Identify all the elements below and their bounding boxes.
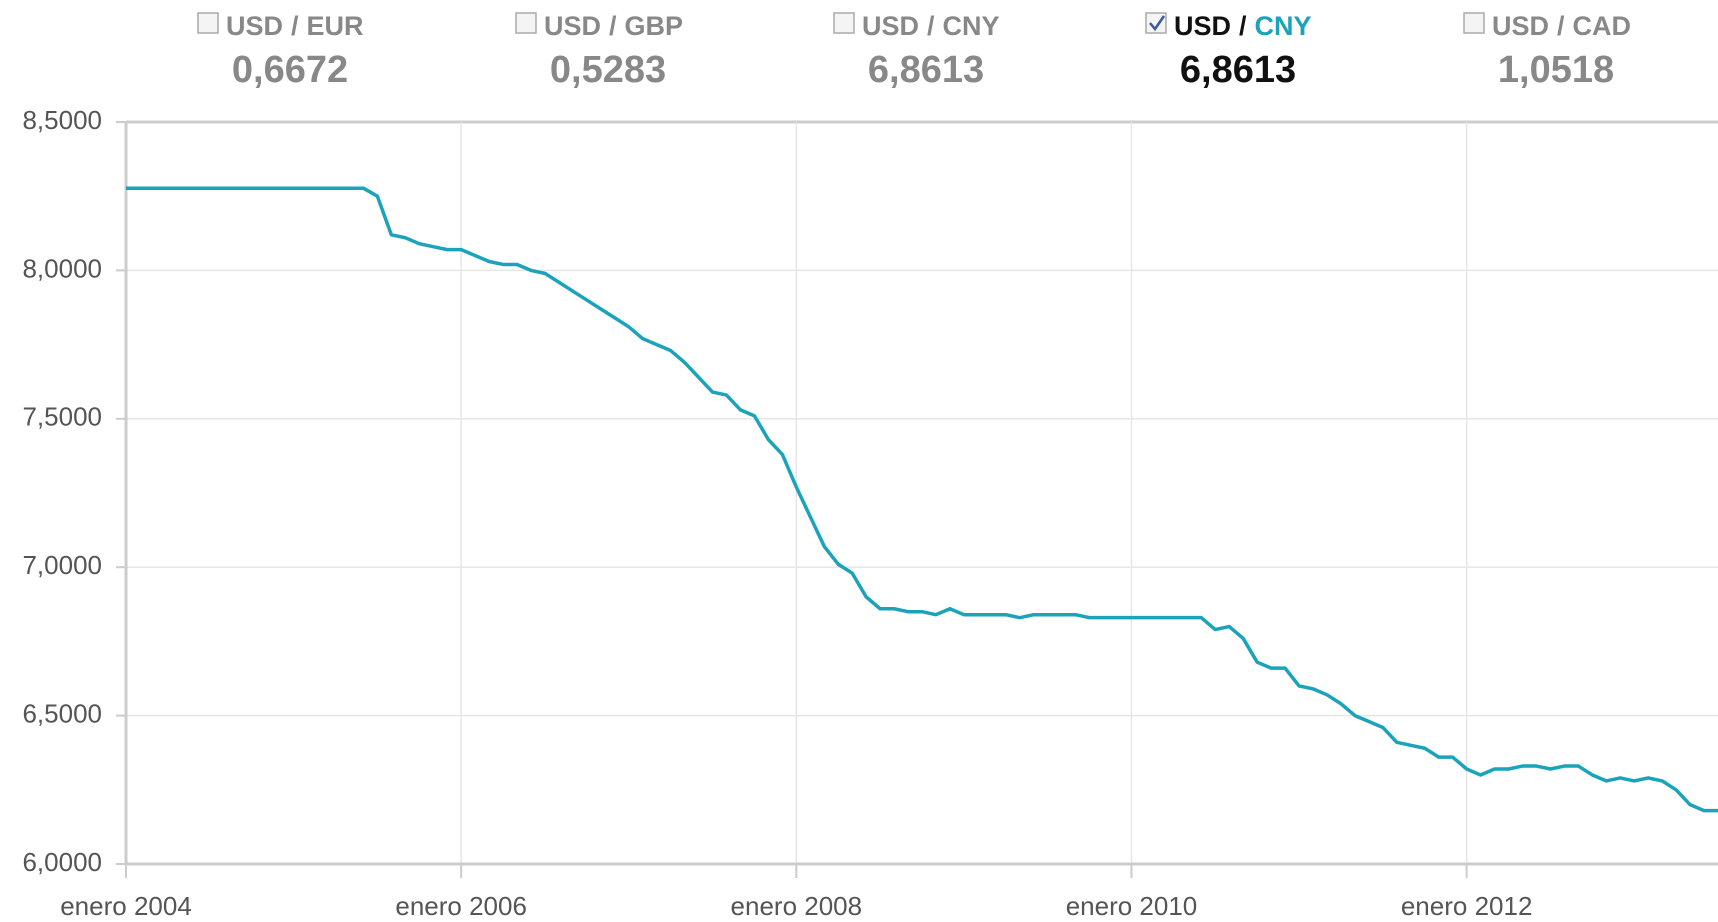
y-tick-label: 6,5000	[22, 698, 102, 728]
pair-quote: CAD	[1573, 11, 1632, 41]
pair-base: USD	[544, 11, 601, 41]
pair-sep: /	[291, 11, 299, 41]
x-tick-label: enero 2010	[1066, 891, 1198, 921]
x-tick-label: enero 2006	[395, 891, 527, 921]
pair-quote: GBP	[625, 11, 684, 41]
pair-quote: CNY	[1255, 11, 1312, 41]
y-tick-label: 8,5000	[22, 105, 102, 135]
x-tick-label: enero 2012	[1401, 891, 1533, 921]
series-line	[126, 186, 1718, 813]
y-tick-label: 7,5000	[22, 402, 102, 432]
y-tick-label: 6,0000	[22, 847, 102, 877]
y-tick-label: 8,0000	[22, 253, 102, 283]
checkbox[interactable]	[197, 12, 219, 34]
pair-label[interactable]: USD / EUR	[226, 11, 364, 41]
pair-base: USD	[226, 11, 283, 41]
pair-value: 6,8613	[1180, 49, 1296, 91]
pair-label[interactable]: USD / CAD	[1492, 11, 1631, 41]
x-tick-label: enero 2004	[60, 891, 192, 921]
pair-value: 6,8613	[868, 49, 984, 91]
pair-value: 1,0518	[1498, 49, 1614, 91]
pair-base: USD	[1492, 11, 1549, 41]
x-tick-label: enero 2008	[731, 891, 863, 921]
checkbox[interactable]	[833, 12, 855, 34]
pair-quote: EUR	[307, 11, 364, 41]
pair-sep: /	[927, 11, 935, 41]
pair-value: 0,5283	[550, 49, 666, 91]
pair-sep: /	[1557, 11, 1565, 41]
pair-base: USD	[1174, 11, 1231, 41]
pair-label[interactable]: USD / CNY	[1174, 11, 1312, 41]
checkbox[interactable]	[1145, 12, 1167, 34]
checkbox[interactable]	[1463, 12, 1485, 34]
y-tick-label: 7,0000	[22, 550, 102, 580]
pair-label[interactable]: USD / CNY	[862, 11, 1000, 41]
pair-label[interactable]: USD / GBP	[544, 11, 683, 41]
pair-sep: /	[609, 11, 617, 41]
checkbox-check	[1149, 15, 1166, 32]
pair-base: USD	[862, 11, 919, 41]
pair-quote: CNY	[943, 11, 1000, 41]
pair-sep: /	[1239, 11, 1247, 41]
checkbox[interactable]	[515, 12, 537, 34]
pair-value: 0,6672	[232, 49, 348, 91]
